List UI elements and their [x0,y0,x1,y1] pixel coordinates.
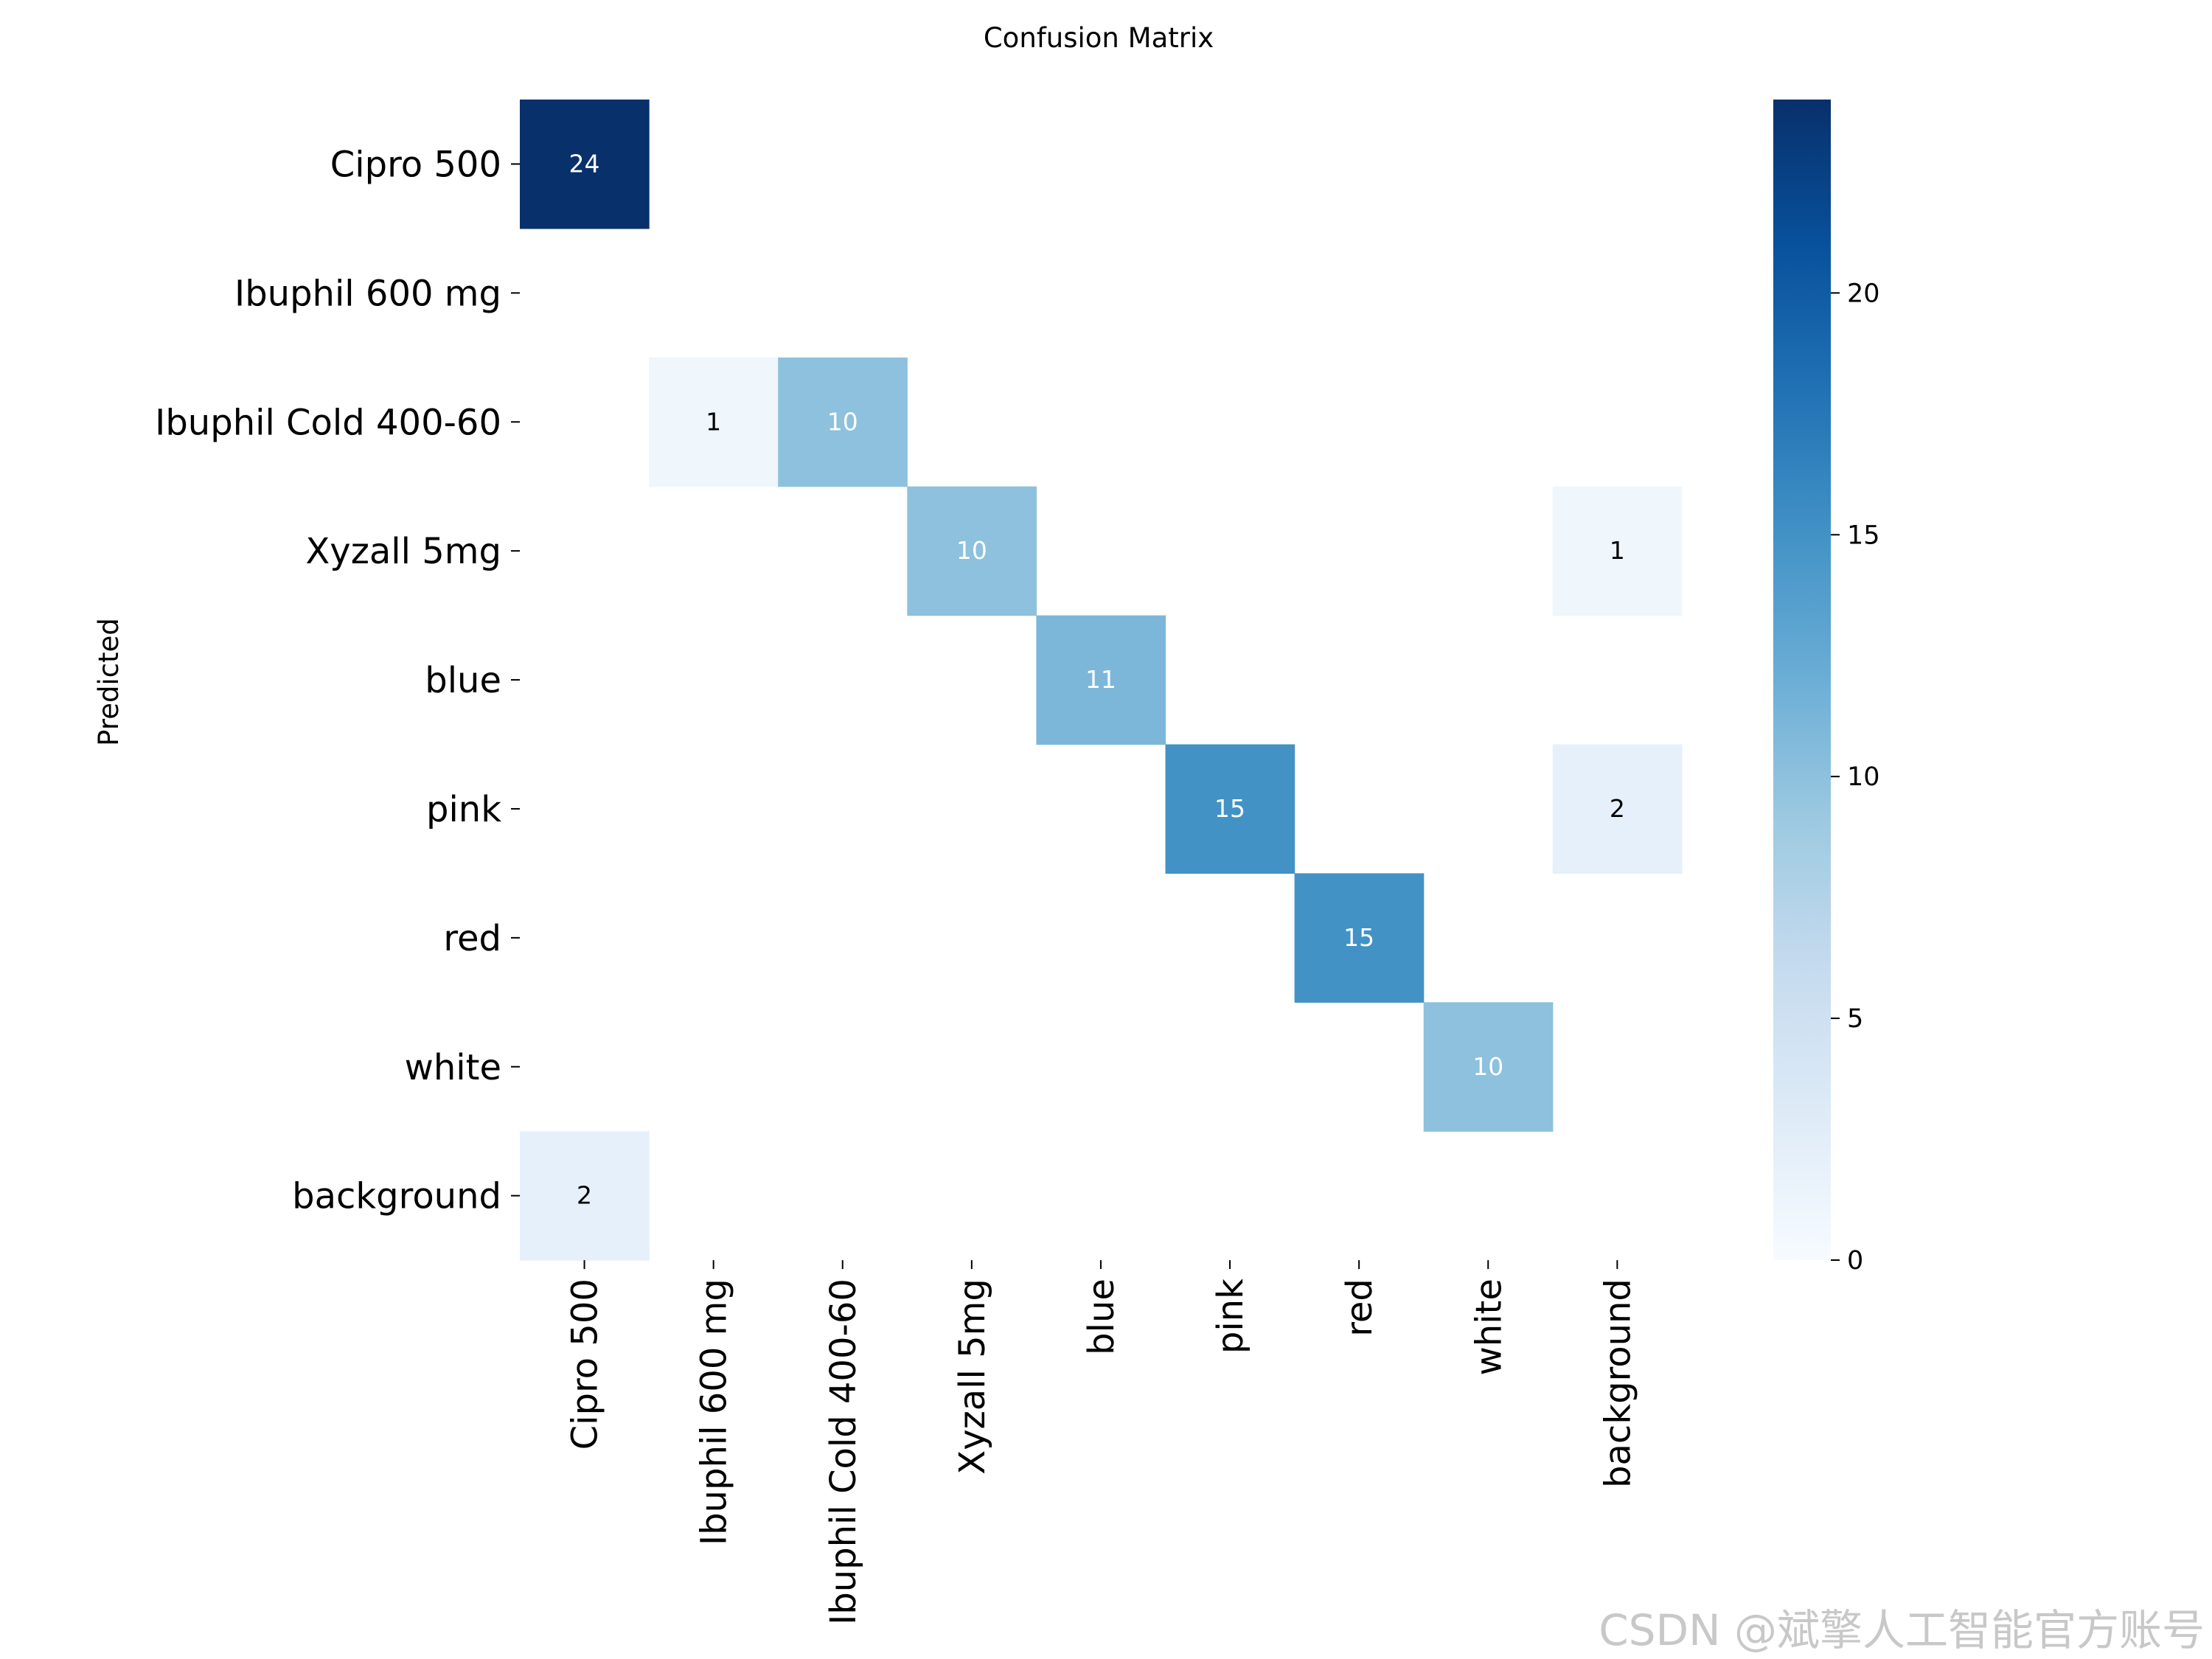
cell-value-label: 10 [1472,1052,1503,1081]
heatmap-cell-4-4 [1036,615,1166,745]
row-label-ibuphil-cold-400-60: Ibuphil Cold 400-60 [155,402,501,443]
row-label-cipro-500: Cipro 500 [330,144,501,185]
cell-value-label: 2 [577,1181,592,1210]
chart-title: Confusion Matrix [984,22,1214,54]
heatmap-cell-7-7 [1423,1002,1554,1132]
heatmap-cell-8-0 [520,1131,650,1261]
cell-value-label: 10 [827,407,858,436]
heatmap-cell-6-6 [1294,873,1425,1003]
colorbar-gradient [1773,100,1831,1260]
cell-value-label: 1 [706,407,721,436]
colorbar-tick-label: 20 [1847,279,1880,308]
row-label-white: white [405,1047,501,1088]
watermark-text: CSDN @斌擎人工智能官方账号 [1599,1605,2205,1655]
row-label-background: background [292,1176,501,1217]
column-label-white: white [1468,1279,1509,1375]
cell-value-label: 15 [1214,794,1245,823]
heatmap-cell-2-1 [649,357,779,487]
cell-value-label: 1 [1610,536,1625,565]
heatmap-cells [520,100,1683,1261]
cell-value-label: 11 [1085,665,1116,694]
heatmap-cell-0-0 [520,100,650,229]
colorbar: 0 5 10 15 20 [1773,100,1880,1276]
heatmap-cell-5-5 [1165,744,1295,874]
cell-value-label: 2 [1610,794,1625,823]
column-label-ibuphil-cold-400-60: Ibuphil Cold 400-60 [823,1279,864,1625]
heatmap-cell-5-8 [1552,744,1683,874]
row-label-xyzall-5mg: Xyzall 5mg [305,531,501,572]
cell-value-label: 24 [569,149,600,178]
heatmap-cell-3-3 [907,486,1037,616]
row-label-ibuphil-600-mg: Ibuphil 600 mg [234,273,501,314]
column-label-ibuphil-600-mg: Ibuphil 600 mg [694,1279,735,1545]
column-label-red: red [1339,1279,1380,1337]
column-tick-labels: Cipro 500 Ibuphil 600 mg Ibuphil Cold 400-… [565,1260,1638,1625]
colorbar-tick-label: 0 [1847,1246,1863,1276]
heatmap-cell-3-8 [1552,486,1683,616]
row-label-pink: pink [426,789,501,830]
column-label-cipro-500: Cipro 500 [565,1279,606,1450]
column-label-xyzall-5mg: Xyzall 5mg [952,1279,993,1475]
column-label-background: background [1597,1279,1638,1488]
heatmap-cell-2-2 [778,357,908,487]
row-label-red: red [443,918,501,959]
y-axis-label: Predicted [93,618,125,746]
colorbar-tick-label: 10 [1847,762,1880,792]
cell-value-label: 15 [1343,923,1374,952]
colorbar-tick-label: 15 [1847,521,1880,550]
row-label-blue: blue [425,660,501,701]
column-label-blue: blue [1081,1279,1122,1355]
column-label-pink: pink [1210,1279,1251,1354]
cell-value-label: 10 [956,536,987,565]
colorbar-tick-label: 5 [1847,1004,1863,1034]
row-tick-labels: Cipro 500 Ibuphil 600 mg Ibuphil Cold 400-… [155,144,520,1217]
